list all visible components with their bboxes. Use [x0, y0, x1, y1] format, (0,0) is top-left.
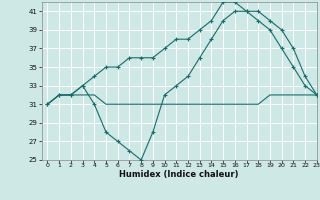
X-axis label: Humidex (Indice chaleur): Humidex (Indice chaleur)	[119, 170, 239, 179]
